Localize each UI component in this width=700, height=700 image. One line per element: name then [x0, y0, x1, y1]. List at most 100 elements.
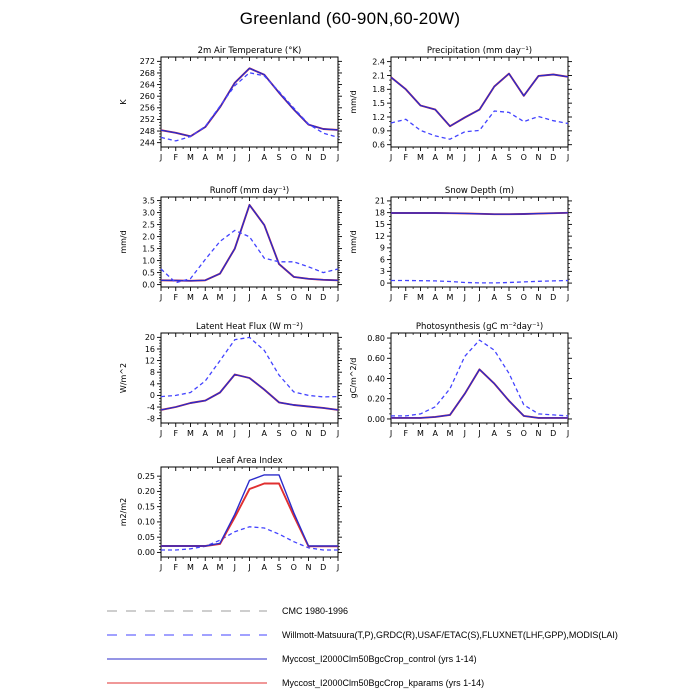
y-tick-label: 2.1	[372, 71, 385, 80]
x-tick-label: M	[417, 153, 424, 162]
chart-title: Precipitation (mm day⁻¹)	[427, 46, 532, 56]
y-tick-label: 0.20	[137, 487, 155, 496]
x-tick-label: J	[477, 153, 480, 162]
chart-canvas: Precipitation (mm day⁻¹)mm/dJ F M A M J J A S O N D…	[349, 46, 572, 162]
x-tick-label: M	[417, 293, 424, 302]
x-tick-label: M	[187, 429, 194, 438]
x-tick-label: A	[203, 563, 209, 572]
x-tick-label: J	[477, 293, 480, 302]
legend-label-cmc: CMC 1980-1996	[282, 606, 349, 616]
series-line-obs	[160, 336, 339, 398]
x-tick-label: J	[336, 153, 339, 162]
series-line-kparams	[160, 203, 339, 282]
x-tick-label: J	[389, 429, 392, 438]
x-tick-label: M	[187, 293, 194, 302]
x-tick-label: A	[203, 429, 209, 438]
y-tick-label: 2.4	[372, 57, 385, 66]
x-tick-label: M	[447, 153, 454, 162]
x-tick-label: J	[247, 153, 250, 162]
x-tick-label: F	[173, 153, 178, 162]
y-tick-label: 1.0	[142, 256, 155, 265]
plot-frame	[160, 196, 339, 288]
x-tick-label: A	[262, 153, 268, 162]
y-tick-label: 272	[140, 57, 155, 66]
x-tick-label: F	[173, 293, 178, 302]
series-line-control	[391, 212, 569, 215]
x-tick-label: J	[463, 153, 466, 162]
x-tick-label: J	[336, 293, 339, 302]
y-axis-ticks: 0.00 0.20 0.40 0.60 0.80	[367, 334, 572, 424]
y-axis-label: mm/d	[119, 230, 128, 253]
series-line-obs	[161, 526, 338, 551]
x-tick-label: O	[291, 563, 297, 572]
x-tick-label: J	[233, 293, 236, 302]
series-line-obs	[160, 229, 339, 284]
x-tick-label: A	[262, 293, 268, 302]
y-tick-label: -4	[147, 403, 155, 412]
y-tick-label: 0	[150, 391, 155, 400]
chart-canvas: Runoff (mm day⁻¹)mm/dJ F M A M J J A S O N D J0.00.5…	[119, 186, 342, 302]
x-tick-label: M	[417, 429, 424, 438]
x-tick-label: J	[247, 563, 250, 572]
legend-row-observations: Willmott-Matsuura(T,P),GRDC(R),USAF/ETAC…	[107, 626, 618, 644]
x-tick-label: O	[291, 153, 297, 162]
plot-frame	[390, 56, 569, 148]
y-tick-label: 1.5	[142, 244, 155, 253]
y-tick-label: 4	[150, 380, 155, 389]
x-tick-label: M	[447, 429, 454, 438]
y-tick-label: 16	[145, 345, 155, 354]
chart-latent-heat-flux: Latent Heat Flux (W m⁻²) W/m^2 J F M A M J J A S O N…	[117, 320, 346, 448]
y-tick-label: 9	[380, 244, 385, 253]
x-tick-label: J	[247, 293, 250, 302]
x-tick-label: F	[403, 429, 408, 438]
x-tick-label: O	[521, 293, 527, 302]
x-tick-label: A	[433, 429, 439, 438]
x-tick-label: F	[403, 153, 408, 162]
y-axis-label: W/m^2	[119, 363, 128, 393]
series-line-kparams	[161, 482, 338, 548]
plot-frame	[390, 332, 569, 424]
y-tick-label: 15	[375, 220, 385, 229]
x-tick-label: A	[262, 563, 268, 572]
x-tick-label: J	[463, 293, 466, 302]
x-tick-label: J	[389, 293, 392, 302]
plot-frame	[160, 332, 339, 424]
legend-row-kparams: Myccost_I2000Clm50BgcCrop_kparams (yrs 1…	[107, 674, 484, 692]
y-tick-label: 8	[150, 368, 155, 377]
x-tick-label: S	[506, 429, 511, 438]
y-tick-label: 1.5	[372, 99, 385, 108]
y-tick-label: 0.40	[367, 374, 385, 383]
y-tick-label: 0.00	[367, 415, 385, 424]
chart-canvas: Photosynthesis (gC m⁻²day⁻¹)gC/m^2/dJ F M A…	[349, 322, 572, 438]
legend-line-control-icon	[107, 658, 267, 660]
y-tick-label: 0.15	[137, 502, 155, 511]
chart-title: 2m Air Temperature (°K)	[198, 46, 302, 56]
legend-line-observations-icon	[107, 634, 267, 636]
x-tick-label: F	[173, 563, 178, 572]
x-tick-label: M	[187, 563, 194, 572]
y-tick-label: 20	[145, 333, 155, 342]
x-tick-label: J	[566, 429, 569, 438]
legend-label-kparams: Myccost_I2000Clm50BgcCrop_kparams (yrs 1…	[282, 678, 485, 688]
chart-snow-depth: Snow Depth (m) mm/d J F M A M J J A S O N D J 0 3 6 9 12 15 1…	[347, 184, 576, 312]
y-tick-label: 2.0	[142, 232, 155, 241]
y-tick-label: 1.8	[372, 85, 385, 94]
y-tick-label: 0.05	[137, 533, 155, 542]
chart-2m-air-temperature: 2m Air Temperature (°K) K J F M A M J J A S O N D J 244…	[117, 44, 346, 172]
chart-title: Leaf Area Index	[216, 456, 282, 466]
y-axis-ticks: 0.6 0.9 1.2 1.5 1.8 2.1 2.4	[372, 57, 572, 149]
series-line-control	[160, 67, 339, 138]
x-tick-label: M	[217, 153, 224, 162]
y-tick-label: 0.6	[372, 140, 385, 149]
y-tick-label: 0	[380, 279, 385, 288]
y-tick-label: 12	[375, 232, 385, 241]
x-tick-label: D	[320, 429, 326, 438]
y-tick-label: 260	[140, 92, 155, 101]
series-line-control	[161, 474, 338, 547]
y-tick-label: 256	[140, 104, 155, 113]
series-line-control	[391, 368, 568, 419]
